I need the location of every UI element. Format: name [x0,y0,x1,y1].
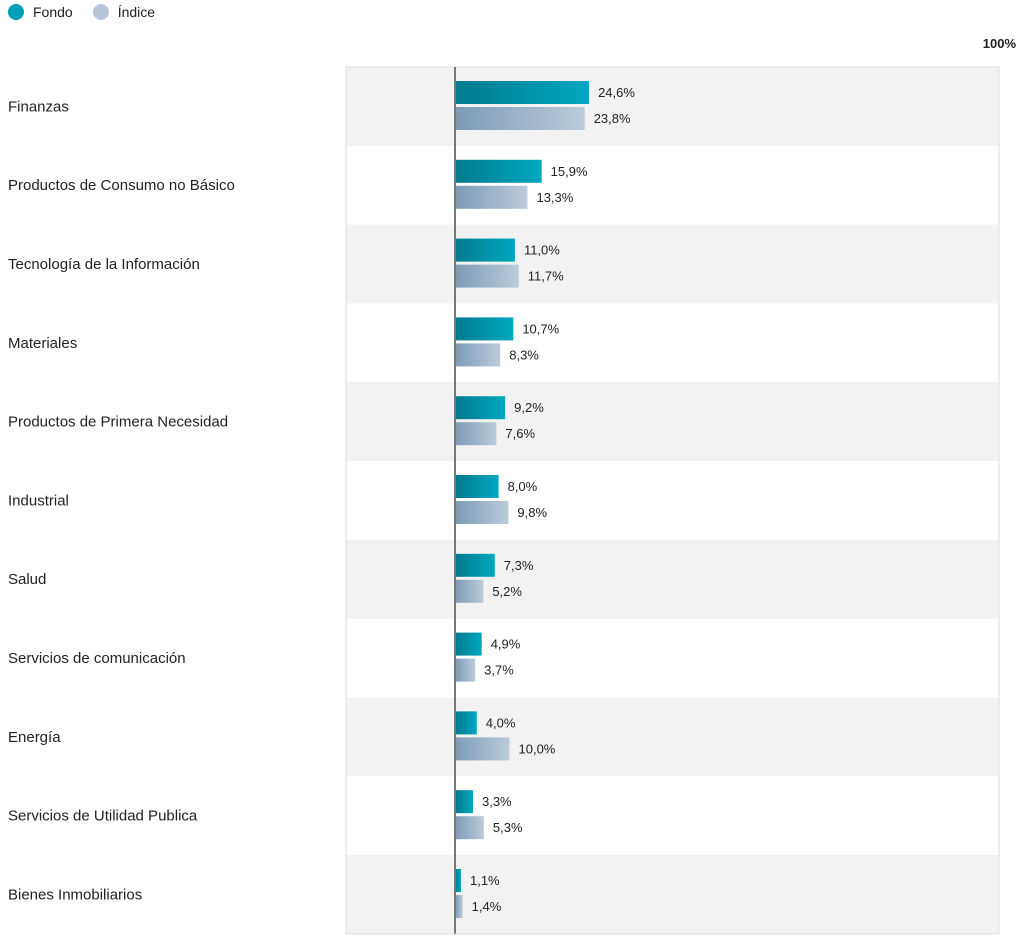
fondo-value-label: 7,3% [504,558,534,573]
category-label: Productos de Primera Necesidad [8,414,228,431]
indice-value-label: 13,3% [536,190,573,205]
row-background [346,539,999,619]
fondo-value-label: 15,9% [551,164,588,179]
fondo-value-label: 11,0% [524,243,560,258]
fondo-value-label: 4,9% [491,637,521,652]
category-label: Finanzas [8,98,69,115]
fondo-bar [455,632,482,656]
indice-bar [455,658,476,682]
fondo-bar [455,317,514,341]
indice-value-label: 1,4% [472,899,502,914]
indice-value-label: 8,3% [509,347,539,362]
indice-value-label: 11,7% [528,269,564,284]
indice-bar [455,422,497,446]
indice-value-label: 23,8% [594,111,631,126]
indice-bar [455,895,463,918]
row-background [346,461,999,540]
indice-dot-icon [92,4,109,20]
indice-value-label: 5,2% [492,584,522,599]
category-label: Salud [8,571,46,588]
indice-bar [455,343,501,367]
row-background [346,618,999,698]
category-label: Servicios de Utilidad Publica [8,808,198,825]
row-background [346,382,999,461]
fondo-bar [455,396,506,420]
fondo-value-label: 8,0% [508,479,538,494]
fondo-bar [455,81,590,104]
indice-bar [455,501,509,524]
indice-bar [455,264,519,288]
indice-value-label: 7,6% [505,426,535,441]
fondo-value-label: 9,2% [514,400,544,415]
axis-max-label: 100% [982,36,1016,51]
fondo-bar [455,159,542,183]
fondo-bar [455,238,515,262]
fondo-bar [455,475,499,498]
fondo-bar [455,869,461,892]
fondo-bar [455,711,477,735]
row-background [346,224,999,304]
fondo-value-label: 24,6% [598,85,635,100]
indice-bar [455,185,528,209]
plot-border [345,66,1000,935]
row-background [346,67,999,146]
fondo-value-label: 3,3% [482,794,512,809]
legend-item-indice[interactable]: Índice [92,4,156,20]
legend: Fondo Índice [8,4,175,20]
row-background [346,303,999,383]
indice-bar [455,816,484,840]
indice-bar [455,107,585,130]
legend-label: Índice [117,4,156,20]
fondo-bar [455,790,473,814]
indice-value-label: 9,8% [517,505,547,520]
category-label: Industrial [8,492,69,509]
indice-value-label: 3,7% [484,663,514,678]
category-label: Productos de Consumo no Básico [8,177,235,194]
fondo-bar [455,553,495,577]
indice-value-label: 5,3% [493,820,523,835]
category-label: Bienes Inmobiliarios [8,886,142,903]
row-background [346,697,999,777]
legend-item-fondo[interactable]: Fondo [8,4,73,20]
category-label: Materiales [8,335,77,352]
category-label: Tecnología de la Información [8,256,200,273]
fondo-dot-icon [8,4,24,20]
row-background [346,145,999,225]
row-background [346,776,999,855]
legend-label: Fondo [33,4,73,20]
fondo-value-label: 4,0% [486,715,516,730]
fondo-value-label: 1,1% [470,873,500,888]
indice-bar [455,737,510,761]
category-label: Energía [8,729,61,746]
fondo-value-label: 10,7% [522,321,559,336]
category-label: Servicios de comunicación [8,650,186,667]
row-background [346,855,999,934]
indice-value-label: 10,0% [519,741,556,756]
indice-bar [455,579,484,603]
